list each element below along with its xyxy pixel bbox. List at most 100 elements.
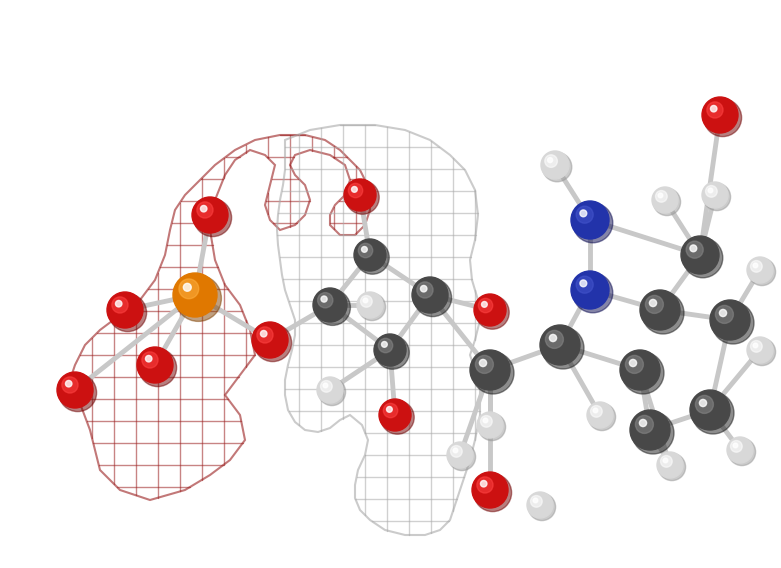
Circle shape bbox=[355, 241, 389, 274]
Circle shape bbox=[254, 324, 291, 362]
Circle shape bbox=[412, 277, 448, 313]
Circle shape bbox=[571, 271, 609, 309]
Circle shape bbox=[361, 295, 373, 307]
Circle shape bbox=[474, 474, 512, 512]
Circle shape bbox=[632, 412, 674, 454]
Circle shape bbox=[630, 410, 670, 450]
Circle shape bbox=[59, 374, 97, 412]
Circle shape bbox=[480, 360, 487, 366]
Circle shape bbox=[382, 341, 387, 347]
Circle shape bbox=[540, 325, 580, 365]
Circle shape bbox=[702, 182, 728, 208]
Circle shape bbox=[453, 448, 458, 453]
Circle shape bbox=[748, 339, 776, 366]
Circle shape bbox=[66, 381, 72, 387]
Circle shape bbox=[626, 356, 644, 373]
Circle shape bbox=[573, 203, 613, 243]
Circle shape bbox=[658, 193, 663, 198]
Circle shape bbox=[376, 336, 409, 369]
Circle shape bbox=[593, 408, 597, 413]
Circle shape bbox=[663, 458, 668, 463]
Circle shape bbox=[451, 445, 462, 457]
Circle shape bbox=[590, 406, 602, 417]
Circle shape bbox=[62, 377, 78, 393]
Circle shape bbox=[358, 243, 373, 258]
Circle shape bbox=[528, 493, 555, 521]
Circle shape bbox=[192, 197, 228, 233]
Circle shape bbox=[542, 152, 572, 182]
Circle shape bbox=[683, 238, 722, 278]
Circle shape bbox=[636, 415, 654, 433]
Circle shape bbox=[319, 378, 346, 406]
Circle shape bbox=[588, 403, 615, 431]
Circle shape bbox=[478, 414, 505, 441]
Circle shape bbox=[476, 356, 494, 373]
Circle shape bbox=[576, 206, 594, 223]
Circle shape bbox=[476, 295, 509, 329]
Circle shape bbox=[527, 492, 553, 518]
Circle shape bbox=[573, 273, 613, 313]
Circle shape bbox=[655, 190, 667, 202]
Circle shape bbox=[690, 390, 730, 430]
Circle shape bbox=[695, 395, 713, 414]
Circle shape bbox=[472, 472, 508, 508]
Circle shape bbox=[549, 335, 557, 341]
Circle shape bbox=[649, 299, 657, 307]
Circle shape bbox=[472, 352, 514, 394]
Circle shape bbox=[545, 155, 558, 168]
Circle shape bbox=[704, 183, 730, 211]
Circle shape bbox=[317, 377, 343, 403]
Circle shape bbox=[478, 298, 493, 313]
Circle shape bbox=[447, 442, 473, 468]
Circle shape bbox=[640, 290, 680, 330]
Circle shape bbox=[715, 306, 733, 323]
Circle shape bbox=[378, 339, 393, 353]
Circle shape bbox=[645, 295, 663, 314]
Circle shape bbox=[358, 293, 386, 320]
Circle shape bbox=[318, 293, 333, 308]
Circle shape bbox=[321, 296, 327, 302]
Circle shape bbox=[477, 412, 503, 438]
Circle shape bbox=[571, 201, 609, 239]
Circle shape bbox=[545, 331, 563, 348]
Circle shape bbox=[417, 282, 433, 298]
Circle shape bbox=[751, 261, 762, 272]
Circle shape bbox=[748, 258, 776, 286]
Circle shape bbox=[705, 186, 717, 197]
Circle shape bbox=[252, 322, 288, 358]
Circle shape bbox=[587, 402, 613, 428]
Circle shape bbox=[139, 349, 177, 387]
Circle shape bbox=[179, 279, 198, 299]
Circle shape bbox=[470, 350, 510, 390]
Circle shape bbox=[315, 290, 351, 325]
Circle shape bbox=[145, 356, 152, 362]
Circle shape bbox=[380, 400, 414, 434]
Circle shape bbox=[175, 275, 221, 321]
Circle shape bbox=[753, 263, 758, 268]
Circle shape bbox=[374, 334, 406, 366]
Circle shape bbox=[708, 188, 713, 193]
Circle shape bbox=[711, 106, 717, 112]
Circle shape bbox=[109, 294, 147, 332]
Circle shape bbox=[751, 340, 762, 352]
Circle shape bbox=[480, 481, 487, 487]
Circle shape bbox=[197, 202, 213, 218]
Circle shape bbox=[580, 210, 587, 217]
Circle shape bbox=[712, 302, 754, 344]
Circle shape bbox=[351, 186, 357, 193]
Circle shape bbox=[692, 392, 734, 434]
Circle shape bbox=[657, 452, 683, 478]
Circle shape bbox=[542, 327, 584, 369]
Circle shape bbox=[733, 443, 738, 448]
Circle shape bbox=[653, 189, 680, 216]
Circle shape bbox=[344, 179, 376, 211]
Circle shape bbox=[753, 343, 758, 348]
Circle shape bbox=[704, 99, 742, 136]
Circle shape bbox=[480, 416, 492, 427]
Circle shape bbox=[681, 236, 719, 274]
Circle shape bbox=[257, 327, 273, 343]
Circle shape bbox=[747, 337, 773, 363]
Circle shape bbox=[363, 298, 368, 303]
Circle shape bbox=[313, 288, 347, 322]
Circle shape bbox=[112, 297, 128, 313]
